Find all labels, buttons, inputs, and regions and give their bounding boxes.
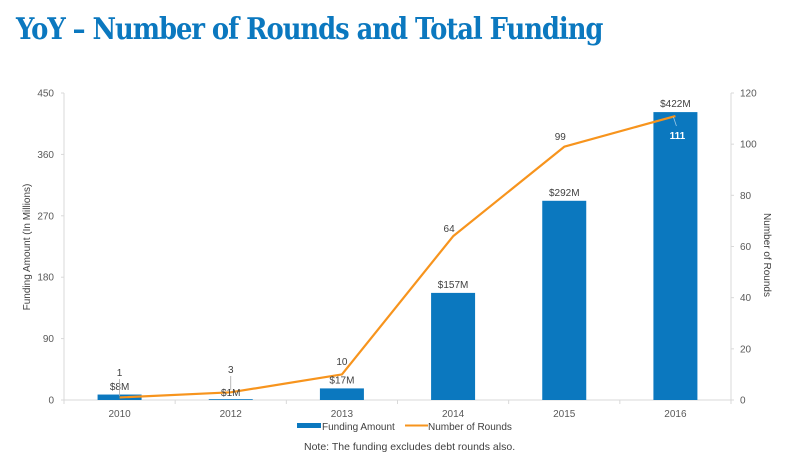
y2-tick-label: 120: [740, 89, 757, 100]
y2-tick-label: 60: [740, 242, 752, 253]
line-number-of-rounds: [119, 114, 676, 399]
x-tick-label: 2013: [331, 409, 354, 420]
y-axis-title: Funding Amount (In Millions): [22, 184, 33, 311]
line-data-label: 64: [444, 224, 456, 235]
legend-label-rounds: Number of Rounds: [428, 422, 512, 433]
y-tick-label: 270: [37, 211, 54, 222]
label-leader-line: [673, 116, 677, 127]
legend-swatch-funding: [297, 423, 321, 428]
y2-tick-label: 40: [740, 293, 752, 304]
y2-tick-label: 80: [740, 191, 752, 202]
bar-data-label: $1M: [221, 388, 240, 399]
line-data-label: 3: [228, 365, 234, 376]
line-data-label: 111: [670, 131, 686, 142]
x-tick-label: 2015: [553, 409, 576, 420]
y2-tick-label: 0: [740, 396, 746, 407]
x-tick-label: 2016: [664, 409, 687, 420]
line-data-label: 10: [336, 357, 348, 368]
legend-label-funding: Funding Amount: [322, 422, 395, 433]
y2-axis-title: Number of Rounds: [761, 213, 772, 297]
x-tick-label: 2014: [442, 409, 465, 420]
line-data-label: 1: [117, 368, 123, 379]
y2-tick-label: 100: [740, 140, 757, 151]
bar-data-label: $422M: [660, 99, 691, 110]
bar-funding-2015: [542, 200, 587, 400]
bar-data-label: $292M: [549, 188, 580, 199]
page-title: YoY – Number of Rounds and Total Funding: [16, 12, 603, 47]
bar-data-label: $17M: [329, 375, 354, 386]
bar-funding-2014: [431, 292, 476, 400]
legend: Funding Amount Number of Rounds: [297, 422, 512, 433]
y-tick-label: 90: [43, 334, 55, 345]
bar-data-label: $157M: [438, 280, 469, 291]
y-tick-label: 180: [37, 273, 54, 284]
y-tick-label: 360: [37, 150, 54, 161]
y2-tick-label: 20: [740, 344, 752, 355]
x-tick-label: 2010: [108, 409, 131, 420]
y-tick-label: 450: [37, 89, 54, 100]
bar-funding-2012: [208, 399, 253, 400]
y-tick-label: 0: [48, 396, 54, 407]
line-data-label: 99: [555, 132, 567, 143]
bar-funding-2016: [653, 112, 698, 400]
bar-funding-2013: [319, 388, 364, 400]
x-tick-label: 2012: [220, 409, 243, 420]
footnote: Note: The funding excludes debt rounds a…: [304, 441, 515, 453]
